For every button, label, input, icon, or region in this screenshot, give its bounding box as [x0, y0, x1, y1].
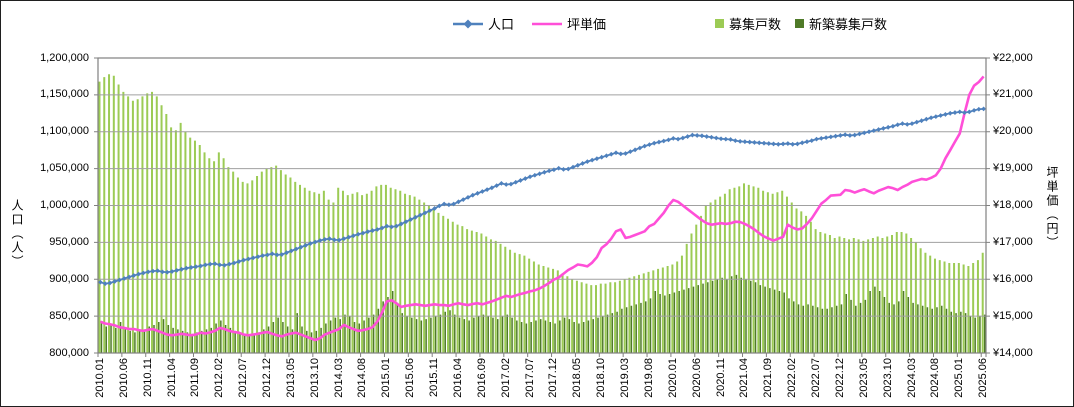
x-axis-tick-label: 2011.04: [165, 358, 178, 397]
x-axis-tick-label: 2019.08: [642, 358, 655, 398]
legend-item-listings: 募集戸数: [715, 14, 781, 33]
new-listings-swatch-icon: [795, 19, 805, 28]
x-axis-tick-label: 2018.10: [595, 358, 608, 398]
x-axis-tick-label: 2012.02: [213, 358, 226, 398]
legend-bars-group: 募集戸数 新築募集戸数: [715, 14, 887, 33]
legend-item-tsubo-price: 坪単価: [532, 14, 606, 33]
right-axis-title: 坪単価（円）: [1045, 166, 1059, 250]
x-axis-tick-label: 2015.01: [380, 358, 393, 398]
tsubo-price-line: [99, 75, 985, 342]
x-axis-tick-label: 2021.09: [762, 358, 775, 398]
x-axis-tick-label: 2023.10: [881, 358, 894, 398]
legend-label-listings: 募集戸数: [729, 17, 782, 32]
legend-item-population: 人口: [453, 14, 514, 33]
tsubo-price-swatch-icon: [532, 22, 563, 25]
x-axis-tick-label: 2022.12: [833, 358, 846, 398]
left-axis-tick-label: 950,000: [49, 235, 89, 248]
right-axis-tick-label: ¥14,000: [993, 346, 1033, 359]
right-axis-tick-label: ¥16,000: [993, 272, 1033, 285]
x-axis-tick-label: 2014.03: [332, 358, 345, 398]
x-axis-tick-label: 2019.03: [619, 358, 632, 398]
x-axis-tick-label: 2024.03: [905, 358, 918, 398]
x-axis-tick-label: 2020.11: [714, 358, 727, 397]
x-axis-tick-label: 2025.01: [953, 358, 966, 398]
right-axis-tick-label: ¥20,000: [993, 125, 1033, 138]
left-axis-tick-label: 1,000,000: [40, 199, 89, 211]
listings-bars: [98, 74, 984, 354]
x-axis-tick-label: 2014.08: [356, 358, 369, 398]
left-axis-title: 人口（人）: [10, 199, 24, 269]
x-axis-tick-label: 2016.04: [451, 358, 464, 398]
x-axis-tick-label: 2024.08: [929, 358, 942, 398]
x-axis-tick-label: 2017.07: [523, 358, 536, 398]
listings-swatch-icon: [715, 19, 724, 28]
left-axis-tick-label: 1,150,000: [40, 88, 89, 101]
x-axis-tick-label: 2012.12: [260, 358, 273, 398]
right-axis-tick-label: ¥15,000: [993, 309, 1033, 322]
left-axis-tick-label: 900,000: [49, 272, 89, 285]
left-axis-tick-label: 850,000: [49, 309, 89, 322]
x-axis-tick-label: 2022.07: [810, 358, 823, 398]
x-axis-tick-label: 2020.06: [690, 358, 703, 398]
x-axis-tick-label: 2015.06: [404, 358, 417, 398]
right-axis-tick-label: ¥18,000: [993, 199, 1033, 211]
x-axis-tick-label: 2015.11: [428, 358, 441, 397]
legend-label-population: 人口: [488, 17, 515, 32]
population-swatch-icon: [453, 19, 483, 28]
left-axis-tick-label: 800,000: [49, 346, 89, 359]
legend-label-tsubo-price: 坪単価: [567, 17, 607, 32]
x-axis-tick-label: 2010.01: [93, 358, 106, 398]
population-markers: [97, 106, 987, 287]
right-axis-tick-label: ¥19,000: [993, 162, 1033, 175]
x-axis-tick-label: 2010.11: [141, 358, 154, 397]
x-axis-tick-label: 2023.05: [857, 358, 870, 398]
legend-item-new-listings: 新築募集戸数: [795, 14, 887, 33]
x-axis-tick-label: 2012.07: [237, 358, 250, 398]
x-axis-tick-label: 2021.04: [738, 358, 751, 398]
x-axis-tick-label: 2018.05: [571, 358, 584, 398]
legend-lines-group: 人口 坪単価: [453, 14, 606, 33]
x-axis-tick-label: 2016.09: [475, 358, 488, 398]
right-axis-tick-label: ¥21,000: [993, 88, 1033, 101]
right-axis-tick-label: ¥17,000: [993, 235, 1033, 248]
x-axis-tick-label: 2025.06: [977, 358, 990, 398]
x-axis-tick-label: 2010.06: [117, 358, 130, 398]
x-axis-tick-label: 2013.10: [308, 358, 321, 398]
new-listings-bars: [100, 274, 986, 354]
left-axis-tick-label: 1,050,000: [40, 162, 89, 175]
x-axis-tick-label: 2017.02: [499, 358, 512, 398]
x-axis-tick-label: 2013.05: [284, 358, 297, 398]
x-axis-tick-label: 2020.01: [666, 358, 679, 398]
left-axis-tick-label: 1,200,000: [40, 51, 89, 64]
x-axis-tick-label: 2022.02: [786, 358, 799, 398]
x-axis-tick-label: 2017.12: [547, 358, 560, 398]
left-axis-tick-label: 1,100,000: [40, 125, 89, 138]
x-axis-tick-label: 2011.09: [189, 358, 202, 397]
right-axis-tick-label: ¥22,000: [993, 51, 1033, 64]
legend-label-new-listings: 新築募集戸数: [809, 17, 888, 32]
